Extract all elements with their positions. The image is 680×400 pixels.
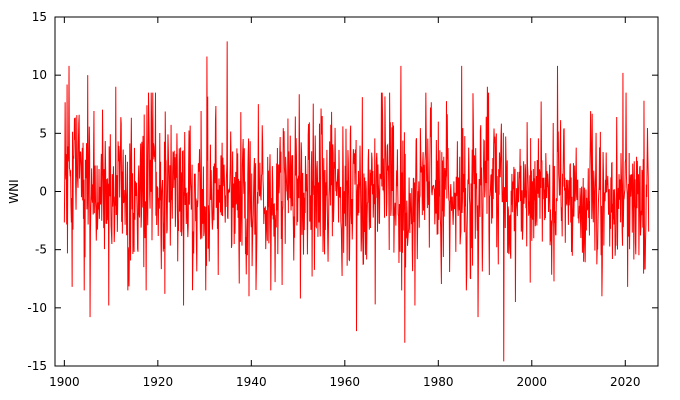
y-tick-label: -5: [35, 243, 47, 257]
x-tick-label: 1940: [236, 375, 267, 389]
ticks-layer: 1900 1920 1940 1960 1980 2000 2020 -15 -10 -5 0 5 10…: [27, 10, 658, 389]
series-layer: [63, 41, 650, 362]
x-tick-label: 1920: [143, 375, 174, 389]
y-tick-label: -15: [27, 359, 47, 373]
y-tick-label: 15: [32, 10, 47, 24]
x-tick-label: 2020: [610, 375, 641, 389]
x-tick-label: 1900: [49, 375, 80, 389]
y-tick-label: 0: [39, 185, 47, 199]
series-line-wni: [63, 41, 650, 362]
y-tick-label: 5: [39, 126, 47, 140]
y-tick-label: -10: [27, 301, 47, 315]
x-tick-label: 1960: [330, 375, 361, 389]
x-tick-label: 2000: [517, 375, 548, 389]
y-axis-label: WNI: [7, 179, 21, 203]
y-tick-label: 10: [32, 68, 47, 82]
x-tick-label: 1980: [423, 375, 454, 389]
